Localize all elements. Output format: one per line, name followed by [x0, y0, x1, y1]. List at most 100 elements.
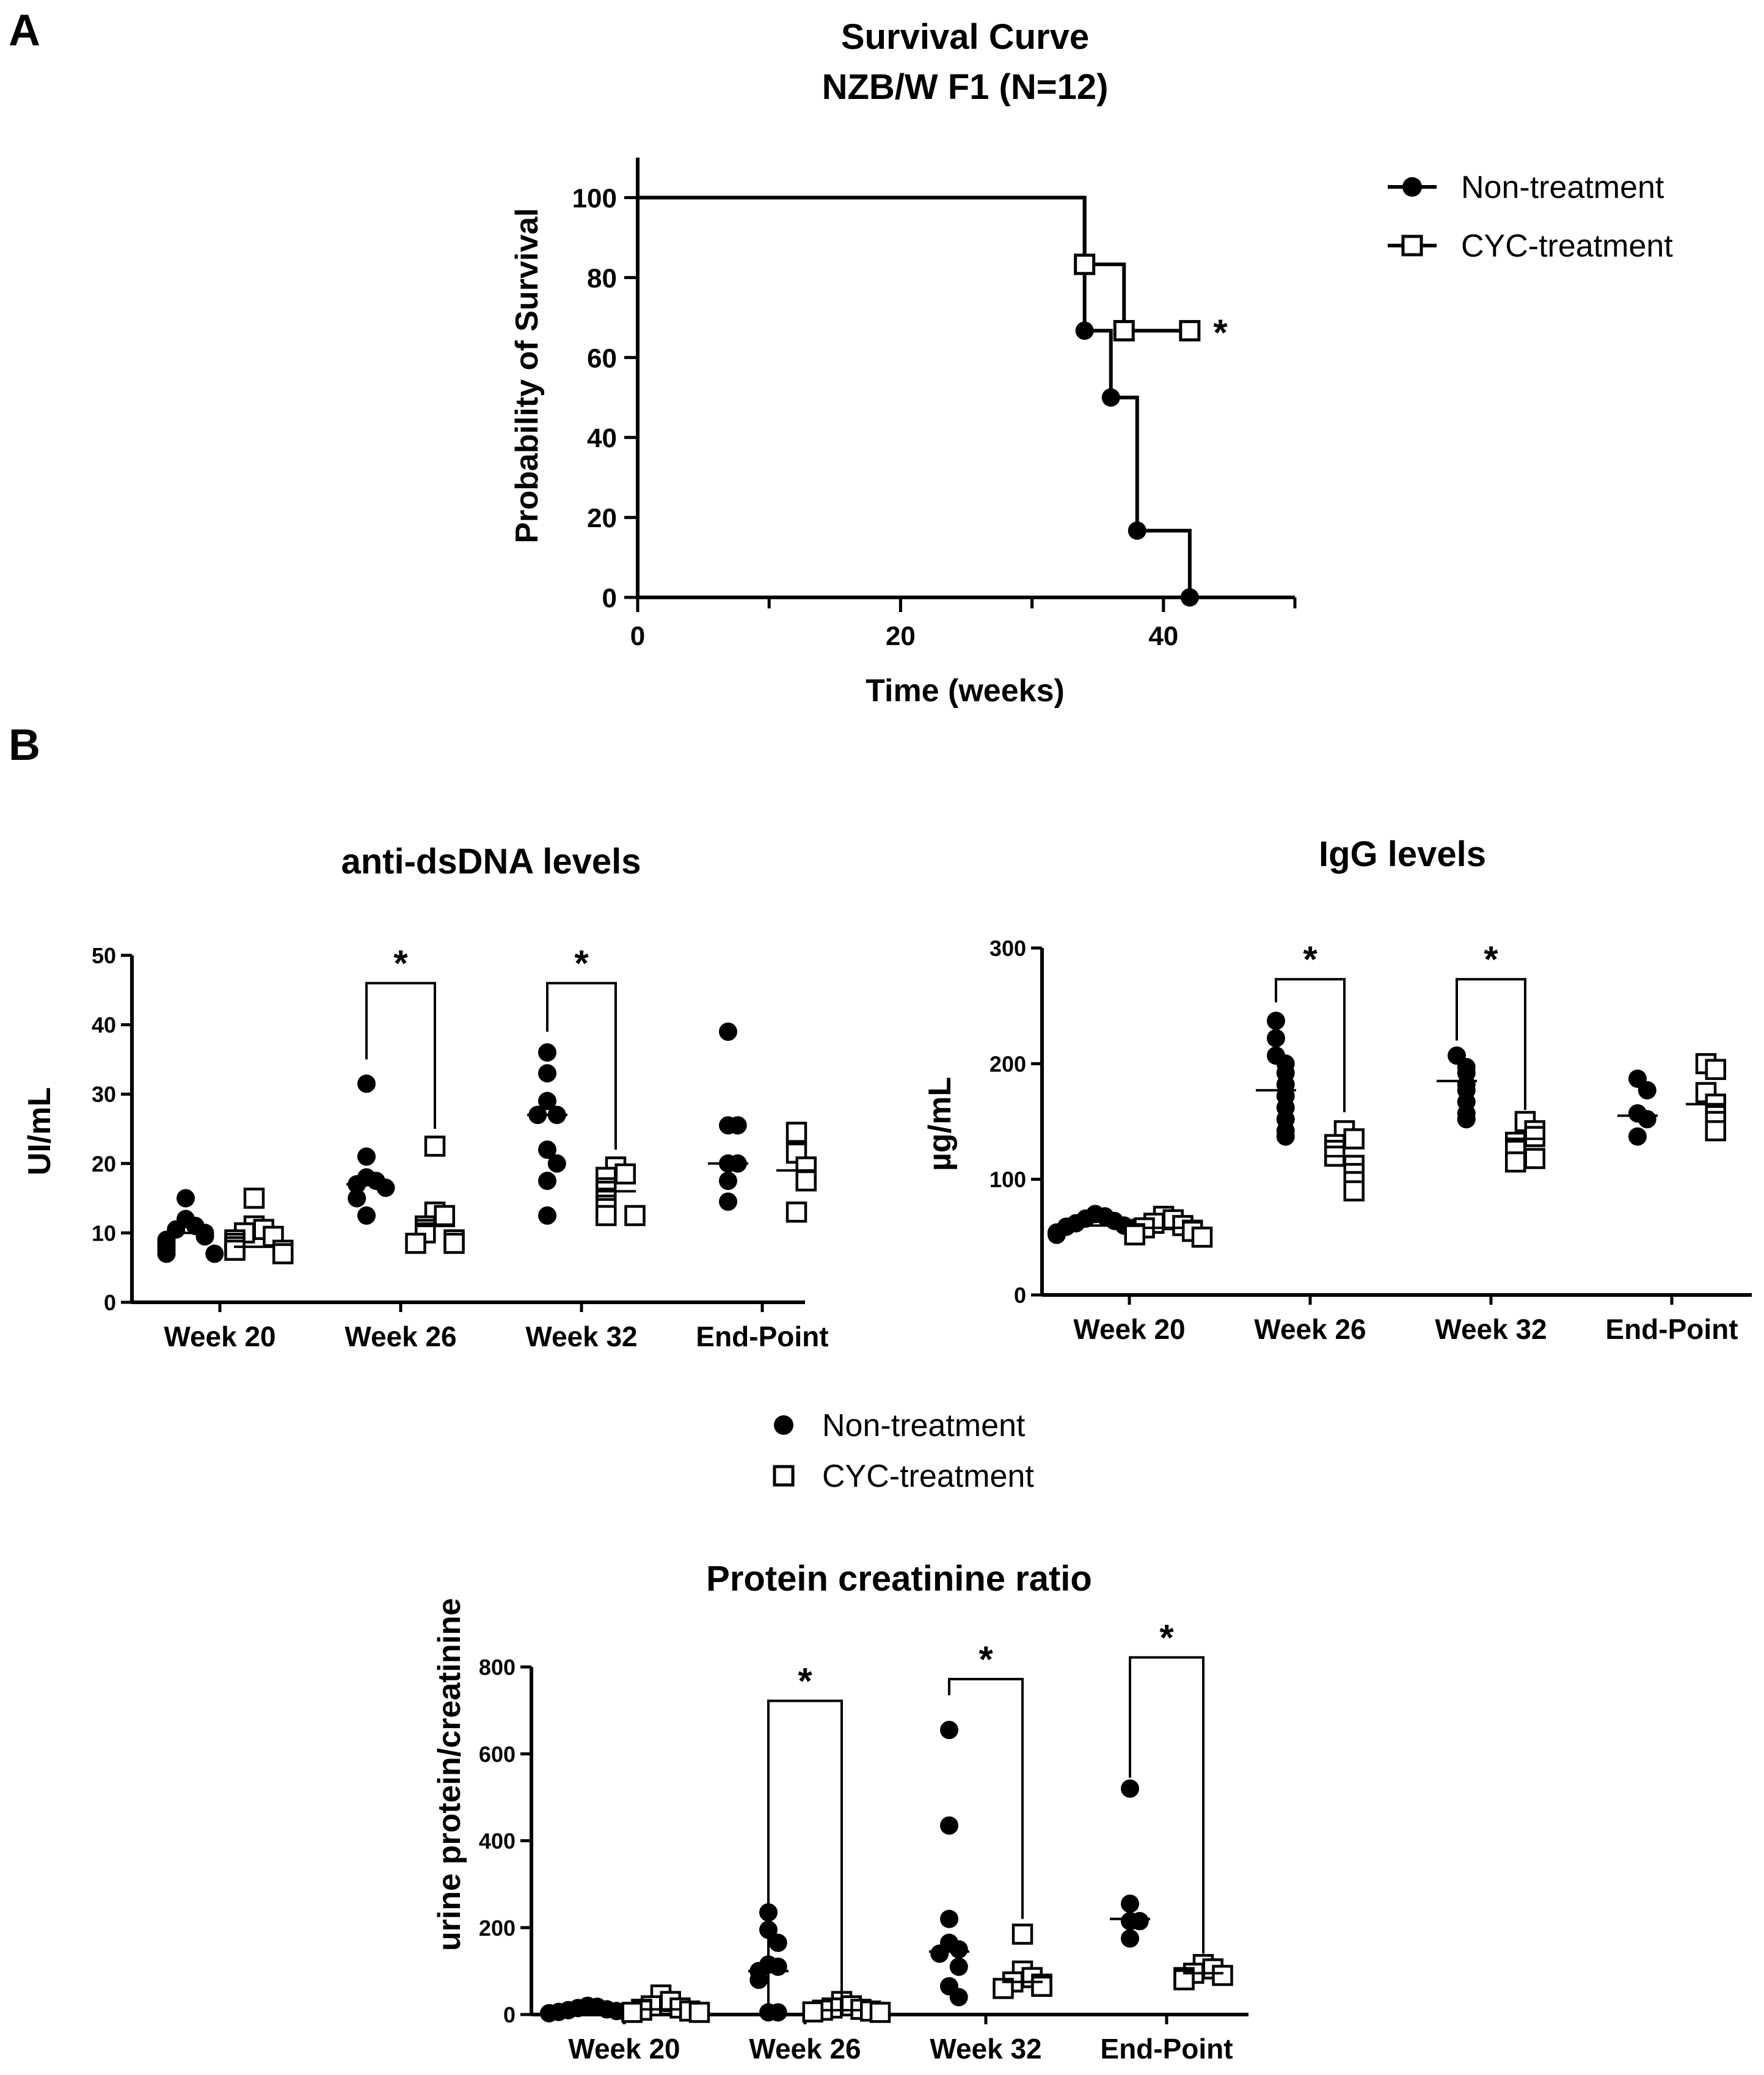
dsdna-y-tick-label: 50: [92, 943, 116, 968]
pcr-axes: 0 200 400 600 800 Week 20 Week 26 Week 32 End-Po…: [479, 1655, 1248, 2065]
dsdna-point-cyc-treatment: [224, 1239, 246, 1261]
igg-point-non-treatment: [1638, 1110, 1656, 1129]
igg-point-non-treatment: [1276, 1127, 1295, 1146]
dsdna-point-non-treatment: [348, 1189, 366, 1208]
pcr-point-non-treatment: [749, 1971, 768, 1989]
survival-axes: 0 20 40 60 80 100 0 20 40: [572, 158, 1297, 651]
pcr-x-tick-label: Week 26: [749, 2033, 861, 2065]
pcr-plot: * * *: [540, 1617, 1233, 2023]
dsdna-x-tick-label: End-Point: [696, 1321, 828, 1352]
shared-legend-label-cyc: CYC-treatment: [822, 1459, 1034, 1494]
dsdna-point-non-treatment: [538, 1172, 556, 1191]
dsdna-point-non-treatment: [538, 1064, 556, 1083]
shared-legend-marker-cyc: [773, 1465, 795, 1487]
survival-point-non-treatment: [1128, 521, 1146, 540]
pcr-point-non-treatment: [768, 2003, 787, 2022]
dsdna-significance-star: *: [574, 943, 589, 983]
pcr-point-cyc-treatment: [869, 2002, 891, 2023]
pcr-point-cyc-treatment: [802, 2001, 823, 2022]
survival-y-tick-label: 80: [587, 263, 617, 293]
dsdna-point-non-treatment: [195, 1227, 214, 1246]
dsdna-point-non-treatment: [177, 1189, 195, 1208]
dsdna-y-tick-label: 10: [92, 1220, 116, 1245]
dsdna-point-cyc-treatment: [624, 1205, 646, 1227]
pcr-significance-star: *: [979, 1639, 993, 1680]
dsdna-x-tick-label: Week 32: [525, 1321, 637, 1352]
survival-legend: Non-treatment CYC-treatment: [1388, 170, 1673, 264]
pcr-point-non-treatment: [940, 1909, 958, 1928]
pcr-point-non-treatment: [1130, 1912, 1149, 1931]
dsdna-x-tick-label: Week 20: [164, 1321, 275, 1352]
survival-x-tick-label: 40: [1148, 621, 1178, 651]
survival-x-tick-label: 0: [630, 621, 645, 651]
dsdna-point-cyc-treatment: [785, 1121, 807, 1143]
igg-significance-star: *: [1303, 939, 1318, 980]
igg-point-cyc-treatment: [1124, 1224, 1145, 1245]
dsdna-point-cyc-treatment: [434, 1205, 455, 1227]
igg-x-tick-label: Week 32: [1435, 1313, 1547, 1345]
pcr-y-tick-label: 400: [479, 1829, 516, 1854]
panel-b-letter: B: [9, 721, 40, 770]
pcr-point-non-treatment: [1121, 1894, 1139, 1913]
dsdna-point-cyc-treatment: [424, 1136, 446, 1157]
pcr-point-cyc-treatment: [1173, 1969, 1195, 1991]
dsdna-plot: * *: [157, 943, 817, 1264]
igg-plot: * *: [1048, 939, 1726, 1248]
survival-title-line1: Survival Curve: [841, 17, 1089, 57]
survival-significance-star: *: [1213, 312, 1228, 353]
survival-point-non-treatment: [1180, 588, 1199, 607]
pcr-significance-bracket: [767, 1699, 843, 2013]
dsdna-title: anti-dsDNA levels: [341, 842, 641, 881]
dsdna-point-non-treatment: [538, 1140, 556, 1159]
igg-point-non-treatment: [1628, 1127, 1647, 1146]
pcr-point-non-treatment: [930, 1944, 949, 1963]
dsdna-x-tick-label: Week 26: [344, 1321, 456, 1352]
dsdna-point-non-treatment: [357, 1206, 376, 1225]
igg-ylabel: µg/mL: [922, 1077, 958, 1171]
igg-y-tick-label: 0: [1014, 1283, 1026, 1308]
igg-y-tick-label: 200: [990, 1051, 1026, 1076]
panel-a-letter: A: [9, 6, 40, 55]
survival-legend-marker-non: [1402, 177, 1422, 197]
survival-point-cyc-treatment: [1113, 319, 1135, 341]
igg-point-cyc-treatment: [1705, 1120, 1726, 1142]
survival-legend-label-cyc: CYC-treatment: [1461, 228, 1673, 264]
dsdna-point-cyc-treatment: [443, 1233, 465, 1254]
dsdna-point-non-treatment: [538, 1043, 556, 1062]
pcr-point-cyc-treatment: [1031, 1975, 1052, 1997]
survival-point-cyc-treatment: [1074, 253, 1096, 275]
survival-point-cyc-treatment: [1179, 319, 1201, 341]
igg-point-cyc-treatment: [1343, 1180, 1365, 1202]
igg-point-non-treatment: [1457, 1110, 1476, 1129]
igg-point-cyc-treatment: [1343, 1128, 1365, 1150]
survival-y-tick-label: 0: [602, 583, 617, 613]
survival-point-non-treatment: [1075, 321, 1094, 340]
pcr-significance-star: *: [798, 1660, 812, 1701]
pcr-point-non-treatment: [768, 1933, 787, 1952]
dsdna-point-cyc-treatment: [614, 1163, 636, 1185]
survival-legend-marker-cyc: [1401, 235, 1423, 257]
igg-x-tick-label: Week 26: [1254, 1313, 1366, 1345]
dsdna-point-cyc-treatment: [405, 1233, 426, 1254]
shared-legend-marker-non: [774, 1415, 793, 1435]
dsdna-point-cyc-treatment: [243, 1187, 265, 1209]
pcr-significance-star: *: [1159, 1617, 1174, 1658]
dsdna-point-non-treatment: [538, 1092, 556, 1110]
survival-title-line2: NZB/W F1 (N=12): [822, 67, 1109, 107]
survival-y-tick-label: 20: [587, 503, 617, 533]
pcr-point-non-treatment: [949, 1940, 968, 1959]
shared-legend: Non-treatment CYC-treatment: [773, 1408, 1034, 1494]
pcr-point-cyc-treatment: [1011, 1924, 1033, 1945]
dsdna-point-non-treatment: [157, 1244, 176, 1263]
dsdna-point-non-treatment: [357, 1074, 376, 1093]
pcr-x-tick-label: Week 32: [930, 2033, 1041, 2065]
igg-point-non-treatment: [1267, 1029, 1285, 1048]
survival-xlabel: Time (weeks): [866, 673, 1065, 709]
dsdna-axes: 0 10 20 30 40 50 Week 20 Week 26 Week 32 End-Poin…: [92, 943, 829, 1352]
dsdna-point-non-treatment: [357, 1147, 376, 1166]
dsdna-significance-star: *: [393, 943, 408, 983]
pcr-point-non-treatment: [940, 1721, 958, 1740]
dsdna-point-non-treatment: [719, 1172, 737, 1191]
pcr-point-non-treatment: [949, 1988, 968, 2007]
